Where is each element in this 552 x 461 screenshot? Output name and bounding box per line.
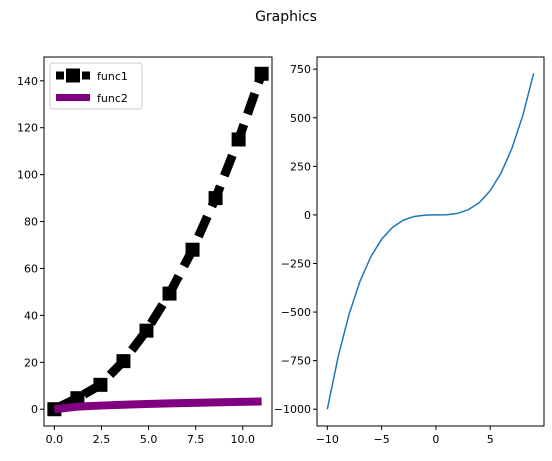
left-chart-plot-area — [47, 66, 269, 417]
figure-title: Graphics — [255, 9, 317, 25]
left-chart-y-tick-label: 120 — [17, 122, 38, 135]
left-chart-y-tick-label: 60 — [24, 262, 38, 275]
func1-series-line — [52, 72, 266, 414]
legend-func2-label: func2 — [97, 92, 128, 105]
func1-point — [254, 66, 269, 81]
right-chart-x-tick-label: −10 — [316, 433, 339, 446]
func1-point — [231, 132, 246, 147]
func1-point — [70, 391, 85, 406]
right-chart-y-tick-label: −750 — [281, 355, 311, 368]
legend-box — [49, 62, 143, 110]
right-chart-y-tick-label: 250 — [290, 160, 311, 173]
right-chart-y-tick-label: −1000 — [274, 403, 311, 416]
right-chart-frame — [316, 56, 545, 427]
left-chart-y-tick-label: 80 — [24, 216, 38, 229]
left-chart-y-tick-label: 40 — [24, 309, 38, 322]
right-chart: −10 −5 0 5 −1000 −750 −500 −250 0 250 500 750 — [274, 56, 545, 446]
left-chart-y-tick-label: 140 — [17, 75, 38, 88]
left-chart-y-tick-label: 20 — [24, 356, 38, 369]
func1-point — [162, 286, 177, 301]
right-chart-y-tick-label: −250 — [281, 257, 311, 270]
left-chart-x-tick-label: 0.0 — [46, 433, 64, 446]
right-chart-x-tick-label: 5 — [487, 433, 494, 446]
left-chart-x-tick-label: 2.5 — [93, 433, 111, 446]
func2-series-line — [53, 397, 262, 414]
legend-func1-label: func1 — [97, 70, 128, 83]
func1-point — [185, 242, 200, 257]
left-chart-y-tick-label: 0 — [31, 403, 38, 416]
right-chart-y-tick-label: 500 — [290, 112, 311, 125]
cubic-series-line — [326, 73, 535, 410]
right-chart-x-tick-label: 0 — [432, 433, 439, 446]
right-chart-y-tick-label: 750 — [290, 63, 311, 76]
func1-point — [93, 377, 108, 392]
left-chart-frame — [43, 56, 273, 427]
right-chart-y-tick-label: 0 — [304, 209, 311, 222]
func1-point — [116, 354, 131, 369]
right-chart-x-tick-label: −5 — [374, 433, 390, 446]
left-chart-x-tick-label: 5.0 — [140, 433, 158, 446]
left-chart-x-tick-label: 7.5 — [187, 433, 205, 446]
func1-point — [139, 323, 154, 338]
left-chart-x-tick-label: 10.0 — [231, 433, 256, 446]
left-chart-y-tick-label: 100 — [17, 169, 38, 182]
legend-func1-marker — [66, 68, 80, 83]
func1-point — [208, 191, 223, 206]
left-chart-legend: func1 func2 — [49, 62, 143, 110]
right-chart-y-tick-label: −500 — [281, 306, 311, 319]
